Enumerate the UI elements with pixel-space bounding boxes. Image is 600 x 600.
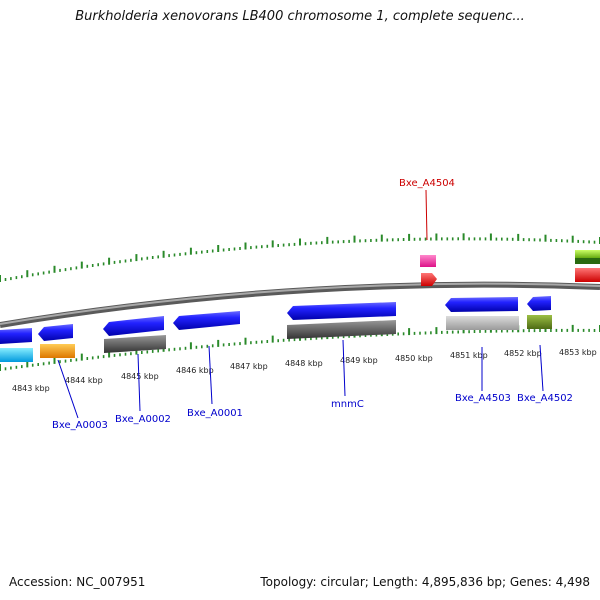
ruler-label: 4849 kbp <box>340 356 378 365</box>
leader-bxe-a4502 <box>539 344 544 392</box>
gene-label-bxe-a0003[interactable]: Bxe_A0003 <box>52 420 108 431</box>
cds-lane-upper <box>0 296 551 344</box>
gene-feature[interactable] <box>0 348 33 362</box>
label-leaders <box>57 189 544 419</box>
gene-feature[interactable] <box>575 250 600 258</box>
leader-bxe-a0001 <box>208 345 213 405</box>
accession-text: Accession: NC_007951 <box>9 575 146 589</box>
gene-feature-mnmc[interactable] <box>287 302 396 320</box>
ruler-label: 4853 kbp <box>559 348 597 357</box>
gene-feature[interactable] <box>0 328 32 344</box>
ruler-label: 4846 kbp <box>176 366 214 375</box>
ruler-label: 4845 kbp <box>121 372 159 381</box>
gene-feature-bxe-a0002[interactable] <box>103 316 164 336</box>
gene-feature[interactable] <box>575 268 600 282</box>
gene-feature-bxe-a0001[interactable] <box>173 311 240 330</box>
ruler-label: 4850 kbp <box>395 354 433 363</box>
gene-label-bxe-a0002[interactable]: Bxe_A0002 <box>115 414 171 425</box>
map-title: Burkholderia xenovorans LB400 chromosome… <box>75 9 525 24</box>
gene-labels: Bxe_A0003 Bxe_A0002 Bxe_A0001 mnmC Bxe_A… <box>52 178 573 431</box>
gene-label-bxe-a4502[interactable]: Bxe_A4502 <box>517 393 573 404</box>
leader-mnmc <box>342 339 346 397</box>
outer-features <box>420 250 600 286</box>
ruler-label: 4847 kbp <box>230 362 268 371</box>
chromosome-backbone-highlight <box>0 282 600 325</box>
gene-feature-bxe-a4504[interactable] <box>421 273 437 286</box>
gene-feature-bxe-a4502[interactable] <box>527 296 551 311</box>
gene-label-bxe-a4503[interactable]: Bxe_A4503 <box>455 393 511 404</box>
gene-feature[interactable] <box>40 344 75 358</box>
ruler-labels: 4843 kbp 4844 kbp 4845 kbp 4846 kbp 4847… <box>12 348 597 393</box>
cds-lane-lower <box>0 315 552 362</box>
ruler-label: 4851 kbp <box>450 351 488 360</box>
leader-bxe-a0003 <box>57 359 79 419</box>
ruler-label: 4848 kbp <box>285 359 323 368</box>
gene-feature-pink[interactable] <box>420 255 436 267</box>
outer-tick-ring <box>0 233 600 282</box>
gene-feature[interactable] <box>104 335 166 353</box>
leader-bxe-a0002 <box>137 353 141 412</box>
gene-label-bxe-a0001[interactable]: Bxe_A0001 <box>187 408 243 419</box>
inner-tick-ring <box>0 324 600 371</box>
gene-feature-bxe-a4503[interactable] <box>445 297 518 312</box>
gene-label-bxe-a4504[interactable]: Bxe_A4504 <box>399 178 455 189</box>
chromosome-backbone <box>0 281 600 328</box>
ruler-label: 4843 kbp <box>12 384 50 393</box>
gene-feature[interactable] <box>575 258 600 264</box>
gene-feature[interactable] <box>38 324 73 341</box>
ruler-label: 4844 kbp <box>65 376 103 385</box>
gene-label-mnmc[interactable]: mnmC <box>331 399 364 410</box>
leader-bxe-a4504 <box>425 189 428 241</box>
gene-feature[interactable] <box>287 320 396 339</box>
gene-feature[interactable] <box>446 316 519 330</box>
ruler-label: 4852 kbp <box>504 349 542 358</box>
gene-feature[interactable] <box>527 315 552 329</box>
topology-stats-text: Topology: circular; Length: 4,895,836 bp… <box>260 575 590 589</box>
